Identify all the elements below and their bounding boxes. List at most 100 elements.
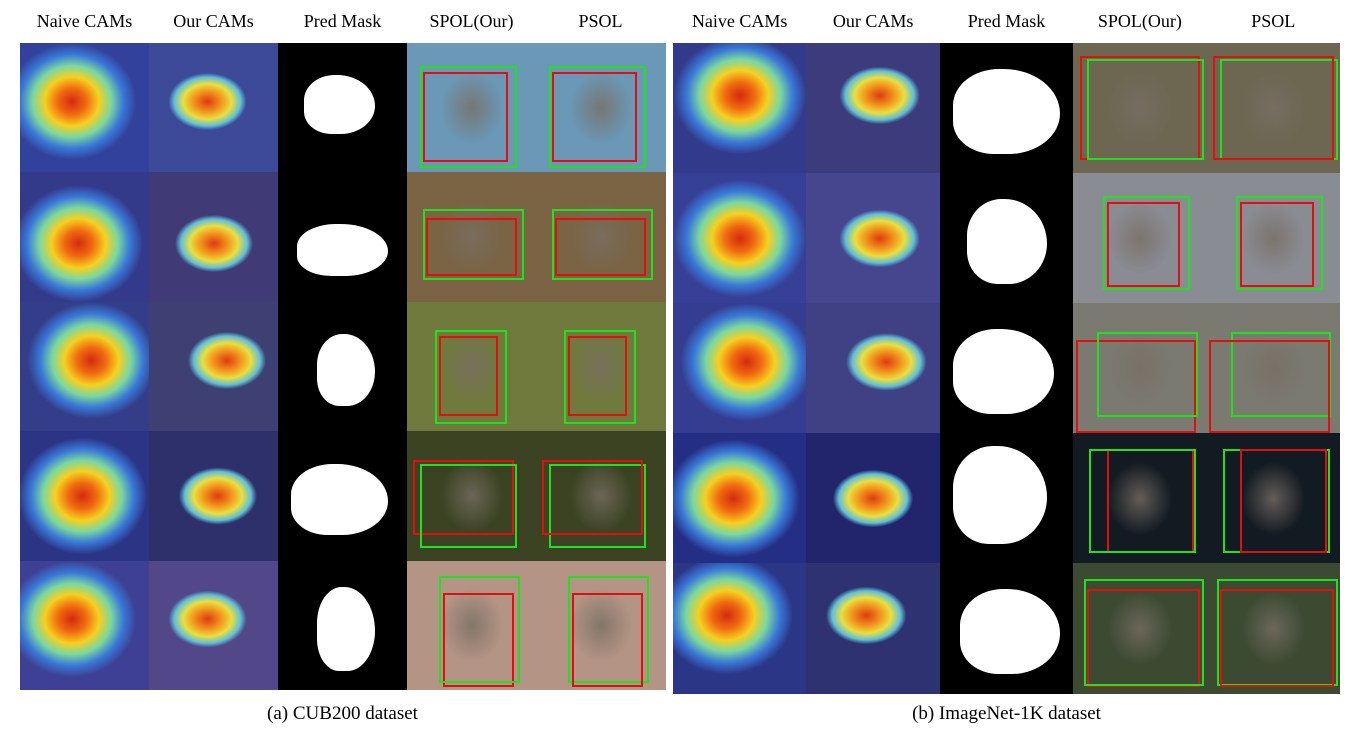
mask-blob — [290, 463, 389, 536]
image-cell — [278, 560, 408, 691]
mask-blob — [966, 199, 1047, 284]
image-cell — [20, 431, 150, 562]
bounding-box — [1230, 331, 1332, 417]
image-cell — [149, 301, 279, 432]
bounding-box — [572, 593, 644, 687]
bounding-box — [1240, 448, 1328, 554]
bounding-box — [551, 71, 637, 163]
bounding-box — [548, 66, 647, 168]
image-cell — [1073, 303, 1208, 434]
image-cell — [536, 301, 666, 432]
bounding-box — [1209, 339, 1330, 434]
mask-blob — [316, 586, 376, 671]
bounding-box — [439, 335, 498, 417]
image-cell — [806, 433, 941, 564]
image-cell — [20, 560, 150, 691]
panel-caption: (b) ImageNet-1K dataset — [912, 703, 1101, 724]
image-cell — [939, 563, 1074, 694]
mask-blob — [953, 446, 1047, 544]
bounding-box — [568, 576, 649, 683]
bounding-box — [426, 217, 518, 277]
mask-blob — [953, 69, 1061, 154]
image-cell — [536, 43, 666, 173]
image-cell — [20, 43, 150, 173]
image-cell — [278, 43, 408, 173]
image-cell — [536, 560, 666, 691]
mask-blob — [959, 589, 1061, 674]
bounding-box — [443, 593, 515, 687]
column-header: SPOL(Our) — [429, 11, 514, 31]
image-cell — [1206, 433, 1341, 564]
image-cell — [673, 303, 807, 434]
bounding-box — [1086, 589, 1201, 687]
bounding-box — [1219, 589, 1334, 687]
bounding-box — [419, 66, 518, 168]
bounding-box — [548, 463, 647, 549]
bounding-box — [422, 71, 508, 163]
bounding-box — [435, 330, 507, 424]
bounding-box — [413, 459, 515, 536]
image-cell — [407, 431, 537, 562]
column-header: PSOL — [1251, 11, 1296, 31]
column-header: Pred Mask — [303, 11, 382, 31]
image-cell — [149, 560, 279, 691]
mask-blob — [316, 334, 376, 406]
image-cell — [673, 173, 807, 304]
image-cell — [407, 301, 537, 432]
mask-blob — [303, 75, 376, 134]
image-cell — [806, 173, 941, 304]
image-cell — [149, 431, 279, 562]
column-header: PSOL — [578, 11, 623, 31]
image-cell — [149, 43, 279, 173]
image-cell — [939, 433, 1074, 564]
image-cell — [278, 172, 408, 303]
bounding-box — [542, 459, 644, 536]
bounding-box — [568, 335, 627, 417]
bounding-box — [439, 576, 520, 683]
image-cell — [673, 433, 807, 564]
image-cell — [149, 172, 279, 303]
image-cell — [806, 43, 941, 174]
bounding-box — [1089, 448, 1197, 554]
image-cell — [407, 172, 537, 303]
image-cell — [939, 173, 1074, 304]
image-cell — [536, 431, 666, 562]
bounding-box — [1102, 196, 1190, 291]
column-header: Our CAMs — [832, 11, 914, 31]
image-cell — [1206, 173, 1341, 304]
image-cell — [673, 563, 807, 694]
panel-caption: (a) CUB200 dataset — [267, 703, 418, 724]
bounding-box — [1217, 578, 1338, 686]
bounding-box — [422, 208, 524, 281]
bounding-box — [1240, 201, 1314, 287]
image-cell — [536, 172, 666, 303]
bounding-box — [1236, 196, 1324, 291]
image-cell — [939, 303, 1074, 434]
image-cell — [673, 43, 807, 174]
column-header: Our CAMs — [173, 11, 254, 31]
bounding-box — [1097, 331, 1198, 417]
mask-blob — [297, 224, 389, 277]
image-cell — [278, 431, 408, 562]
image-cell — [20, 172, 150, 303]
column-header: Naive CAMs — [691, 11, 788, 31]
column-header: Pred Mask — [967, 11, 1046, 31]
image-cell — [1206, 43, 1341, 174]
image-cell — [1073, 433, 1208, 564]
image-cell — [1073, 563, 1208, 694]
image-cell — [407, 43, 537, 173]
image-cell — [278, 301, 408, 432]
bounding-box — [1086, 58, 1205, 161]
bounding-box — [551, 208, 653, 281]
image-cell — [939, 43, 1074, 174]
image-cell — [20, 301, 150, 432]
image-cell — [407, 560, 537, 691]
bounding-box — [1213, 56, 1334, 161]
image-cell — [1073, 173, 1208, 304]
bounding-box — [1075, 339, 1197, 434]
bounding-box — [564, 330, 636, 424]
image-cell — [1073, 43, 1208, 174]
image-cell — [806, 563, 941, 694]
image-cell — [1206, 303, 1341, 434]
column-header: SPOL(Our) — [1097, 11, 1182, 31]
